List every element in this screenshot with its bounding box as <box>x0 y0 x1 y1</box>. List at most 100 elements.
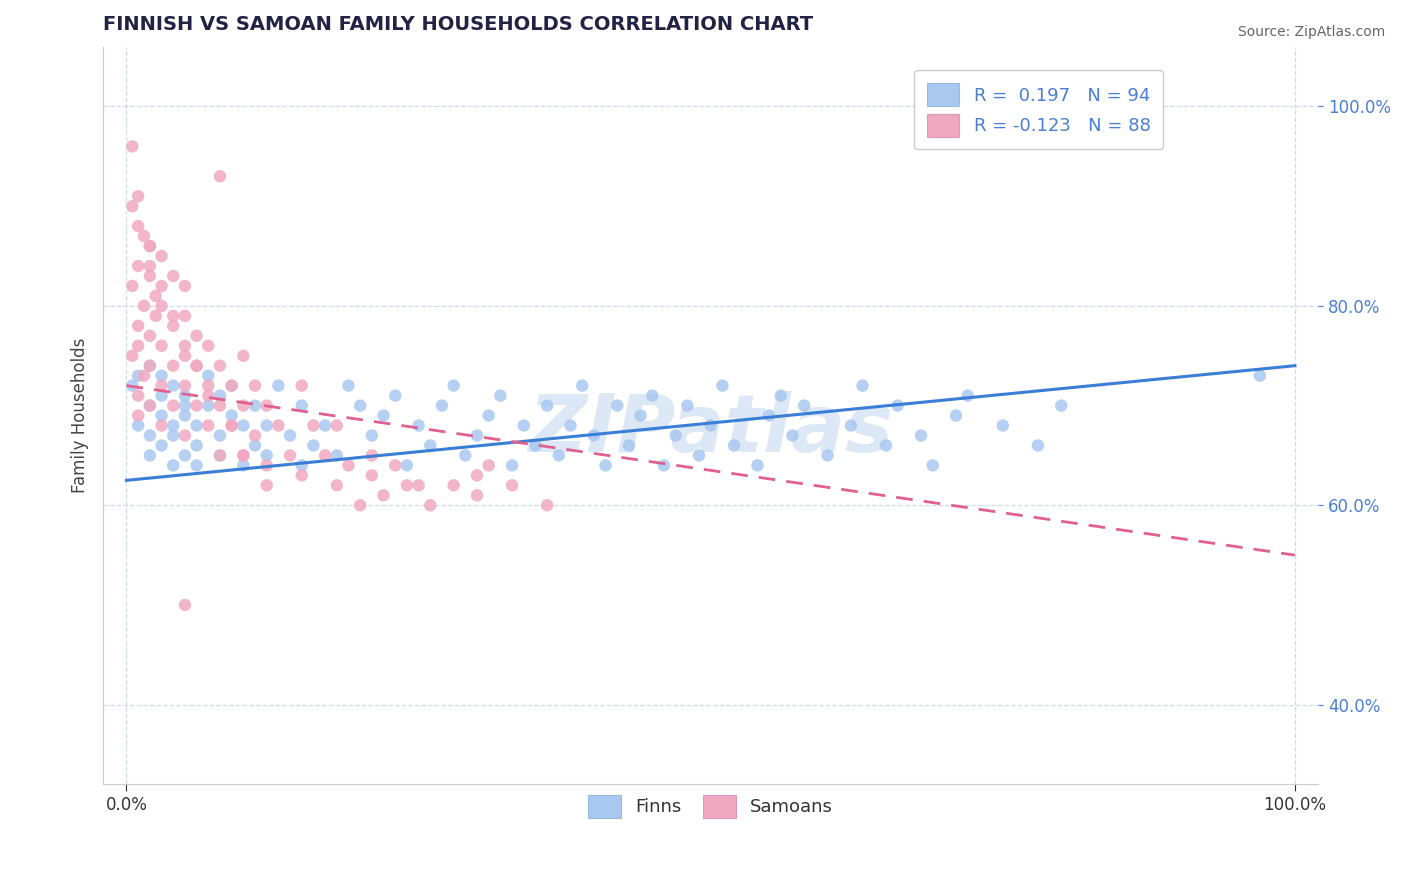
Point <box>326 478 349 492</box>
Point <box>150 279 173 293</box>
Point <box>606 399 628 413</box>
Point <box>150 438 173 452</box>
Point <box>221 409 243 423</box>
Point <box>1050 399 1073 413</box>
Point <box>302 418 325 433</box>
Point <box>150 368 173 383</box>
Point <box>186 359 208 373</box>
Point <box>395 458 418 473</box>
Point <box>652 458 675 473</box>
Point <box>875 438 897 452</box>
Point <box>478 458 501 473</box>
Point <box>197 418 219 433</box>
Point <box>232 418 254 433</box>
Point <box>326 449 349 463</box>
Point <box>302 438 325 452</box>
Point <box>489 389 512 403</box>
Point <box>139 399 162 413</box>
Point <box>174 409 197 423</box>
Point <box>162 458 184 473</box>
Point <box>817 449 839 463</box>
Point <box>139 428 162 442</box>
Point <box>408 418 430 433</box>
Point <box>127 418 149 433</box>
Point <box>150 378 173 392</box>
Point <box>208 428 231 442</box>
Point <box>395 478 418 492</box>
Point <box>221 378 243 392</box>
Point <box>197 378 219 392</box>
Point <box>132 299 155 313</box>
Point <box>430 399 453 413</box>
Point <box>232 458 254 473</box>
Point <box>174 378 197 392</box>
Point <box>465 488 488 502</box>
Point <box>174 389 197 403</box>
Point <box>617 438 640 452</box>
Point <box>839 418 862 433</box>
Point <box>571 378 593 392</box>
Point <box>243 428 266 442</box>
Point <box>162 378 184 392</box>
Point <box>665 428 688 442</box>
Point <box>174 279 197 293</box>
Point <box>256 478 278 492</box>
Point <box>174 428 197 442</box>
Point <box>852 378 875 392</box>
Point <box>197 368 219 383</box>
Point <box>127 389 149 403</box>
Point <box>186 418 208 433</box>
Point <box>501 458 523 473</box>
Point <box>221 418 243 433</box>
Point <box>256 418 278 433</box>
Point <box>513 418 536 433</box>
Point <box>232 349 254 363</box>
Text: Source: ZipAtlas.com: Source: ZipAtlas.com <box>1237 25 1385 39</box>
Point <box>174 339 197 353</box>
Point <box>267 378 290 392</box>
Point <box>256 458 278 473</box>
Point <box>1026 438 1049 452</box>
Point <box>139 239 162 253</box>
Point <box>501 478 523 492</box>
Point <box>454 449 477 463</box>
Point <box>641 389 664 403</box>
Point <box>267 418 290 433</box>
Point <box>688 449 710 463</box>
Point <box>127 409 149 423</box>
Text: FINNISH VS SAMOAN FAMILY HOUSEHOLDS CORRELATION CHART: FINNISH VS SAMOAN FAMILY HOUSEHOLDS CORR… <box>103 15 813 34</box>
Point <box>121 349 143 363</box>
Point <box>243 378 266 392</box>
Point <box>132 229 155 244</box>
Point <box>150 418 173 433</box>
Point <box>793 399 815 413</box>
Point <box>536 399 558 413</box>
Point <box>197 389 219 403</box>
Point <box>758 409 780 423</box>
Point <box>127 368 149 383</box>
Point <box>582 428 605 442</box>
Point <box>478 409 501 423</box>
Point <box>443 378 465 392</box>
Point <box>243 438 266 452</box>
Point <box>886 399 908 413</box>
Point <box>360 468 382 483</box>
Point <box>595 458 617 473</box>
Point <box>278 449 301 463</box>
Point <box>139 359 162 373</box>
Point <box>782 428 804 442</box>
Point <box>127 219 149 234</box>
Point <box>145 289 167 303</box>
Point <box>337 378 360 392</box>
Point <box>162 268 184 283</box>
Point <box>174 449 197 463</box>
Point <box>150 339 173 353</box>
Point <box>443 478 465 492</box>
Point <box>291 399 314 413</box>
Point <box>243 399 266 413</box>
Point <box>145 309 167 323</box>
Point <box>186 438 208 452</box>
Point <box>256 449 278 463</box>
Point <box>991 418 1014 433</box>
Point <box>174 309 197 323</box>
